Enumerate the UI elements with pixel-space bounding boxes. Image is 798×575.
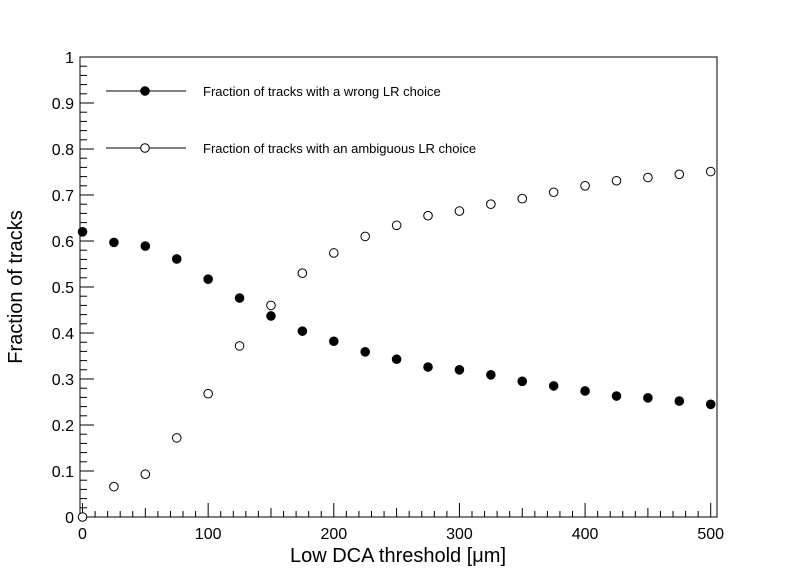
point-series-2 [140, 469, 151, 480]
plot-frame [79, 56, 718, 518]
point-series-2 [77, 512, 88, 522]
point-series-1 [140, 241, 151, 251]
point-series-2 [705, 166, 716, 177]
x-tick-label: 200 [320, 526, 347, 543]
x-tick-label: 300 [446, 526, 473, 543]
x-axis-title: Low DCA threshold [μm] [290, 545, 506, 567]
point-series-2 [328, 248, 339, 258]
data-points [77, 166, 716, 522]
point-series-1 [171, 254, 182, 264]
point-series-2 [643, 172, 653, 183]
point-series-2 [611, 175, 622, 186]
point-series-1 [328, 336, 339, 347]
point-series-2 [580, 181, 590, 191]
point-series-1 [486, 370, 496, 380]
point-series-1 [454, 365, 465, 375]
legend-label: Fraction of tracks with an ambiguous LR … [203, 141, 476, 156]
y-tick-label: 0.7 [52, 188, 74, 205]
point-series-1 [643, 393, 653, 403]
point-series-1 [203, 274, 213, 284]
legend-marker [140, 143, 150, 153]
x-tick-label: 100 [195, 526, 222, 543]
y-axis-title: Fraction of tracks [5, 210, 27, 363]
y-tick-label: 0.5 [52, 280, 74, 297]
point-series-1 [423, 362, 433, 372]
y-tick-label: 0 [65, 510, 74, 527]
y-tick-label: 0.9 [52, 96, 74, 113]
point-series-2 [234, 341, 245, 351]
point-series-1 [517, 376, 528, 387]
point-series-2 [266, 300, 276, 311]
axis-ticks [80, 56, 712, 518]
point-series-2 [203, 388, 213, 399]
point-series-2 [297, 268, 308, 279]
y-tick-label: 0.6 [52, 234, 74, 251]
point-series-1 [234, 293, 245, 303]
point-series-2 [423, 210, 433, 221]
legend-label: Fraction of tracks with a wrong LR choic… [203, 84, 441, 99]
point-series-2 [454, 206, 465, 216]
point-series-1 [705, 399, 716, 410]
point-series-2 [171, 433, 182, 443]
point-series-1 [580, 386, 590, 396]
point-series-1 [391, 354, 402, 365]
point-series-1 [109, 237, 119, 248]
y-tick-label: 0.2 [52, 418, 74, 435]
point-series-2 [486, 199, 496, 209]
x-tick-label: 400 [572, 526, 599, 543]
y-tick-label: 0.8 [52, 142, 74, 159]
point-series-1 [360, 347, 371, 357]
x-tick-label: 500 [697, 526, 724, 543]
point-series-1 [548, 381, 559, 391]
point-series-2 [517, 193, 528, 204]
x-tick-label: 0 [78, 526, 87, 543]
legend: Fraction of tracks with a wrong LR choic… [106, 84, 476, 156]
y-tick-label: 0.4 [52, 326, 74, 343]
point-series-2 [109, 481, 119, 492]
point-series-2 [360, 231, 371, 242]
point-series-2 [674, 169, 685, 180]
point-series-1 [674, 396, 685, 406]
tick-labels: 0 0.1 0.2 0.3 0.4 0.5 0.6 0.7 0.8 0.9 1 0 100 200 300 4… [52, 50, 724, 543]
point-series-1 [77, 227, 88, 237]
point-series-1 [611, 391, 622, 401]
point-series-1 [297, 326, 308, 336]
legend-marker [140, 86, 150, 96]
y-tick-label: 0.1 [52, 464, 74, 481]
point-series-1 [266, 311, 276, 321]
point-series-2 [391, 220, 402, 231]
y-tick-label: 0.3 [52, 372, 74, 389]
point-series-2 [548, 187, 559, 198]
y-tick-label: 1 [65, 50, 74, 67]
